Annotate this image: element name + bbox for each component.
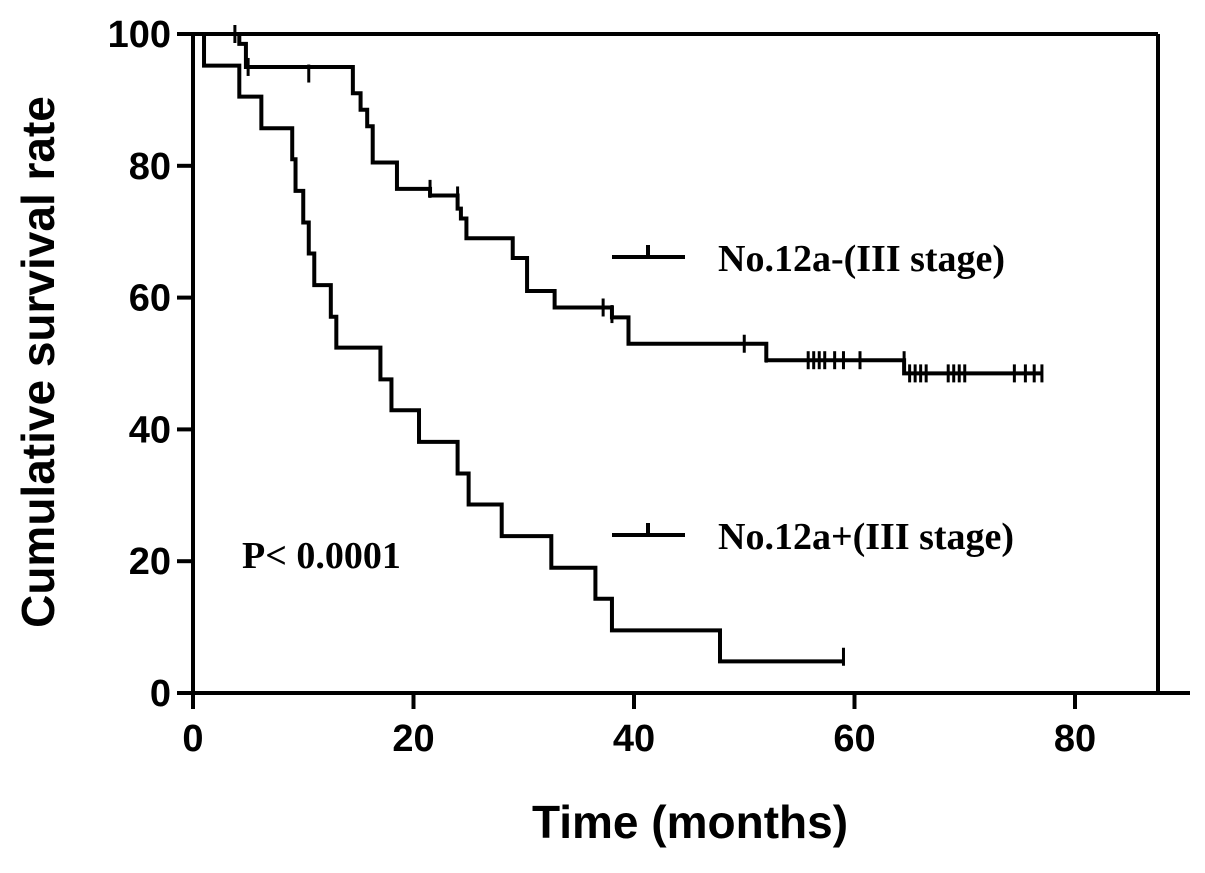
p-value-annotation: P< 0.0001 bbox=[242, 535, 401, 577]
y-tick-label: 100 bbox=[108, 14, 171, 56]
survival-curve bbox=[193, 32, 844, 664]
legend-label: No.12a+(III stage) bbox=[718, 516, 1014, 558]
legend-item: No.12a+(III stage) bbox=[612, 516, 1014, 558]
series-1 bbox=[193, 25, 1044, 383]
x-tick-label: 60 bbox=[833, 718, 875, 760]
series-2 bbox=[193, 32, 845, 666]
legend-label: No.12a-(III stage) bbox=[718, 238, 1005, 280]
y-tick-label: 20 bbox=[129, 541, 171, 583]
legend-item: No.12a-(III stage) bbox=[612, 238, 1005, 280]
x-tick-label: 0 bbox=[182, 718, 203, 760]
x-axis-title: Time (months) bbox=[532, 796, 848, 848]
axes bbox=[191, 32, 1190, 695]
x-tick-label: 40 bbox=[613, 718, 655, 760]
y-tick-label: 0 bbox=[150, 673, 171, 715]
x-tick-label: 80 bbox=[1054, 718, 1096, 760]
tick-labels: 0 20 40 60 80 100 0 20 40 60 80 bbox=[108, 14, 1097, 760]
y-tick-label: 60 bbox=[129, 278, 171, 320]
y-tick-label: 80 bbox=[129, 146, 171, 188]
tick-marks bbox=[177, 32, 1077, 709]
y-tick-label: 40 bbox=[129, 409, 171, 451]
legend: No.12a-(III stage) No.12a+(III stage) bbox=[612, 238, 1014, 558]
series-layer bbox=[193, 25, 1044, 666]
y-axis-title: Cumulative survival rate bbox=[12, 96, 64, 628]
x-tick-label: 20 bbox=[392, 718, 434, 760]
survival-curve bbox=[193, 32, 1042, 376]
